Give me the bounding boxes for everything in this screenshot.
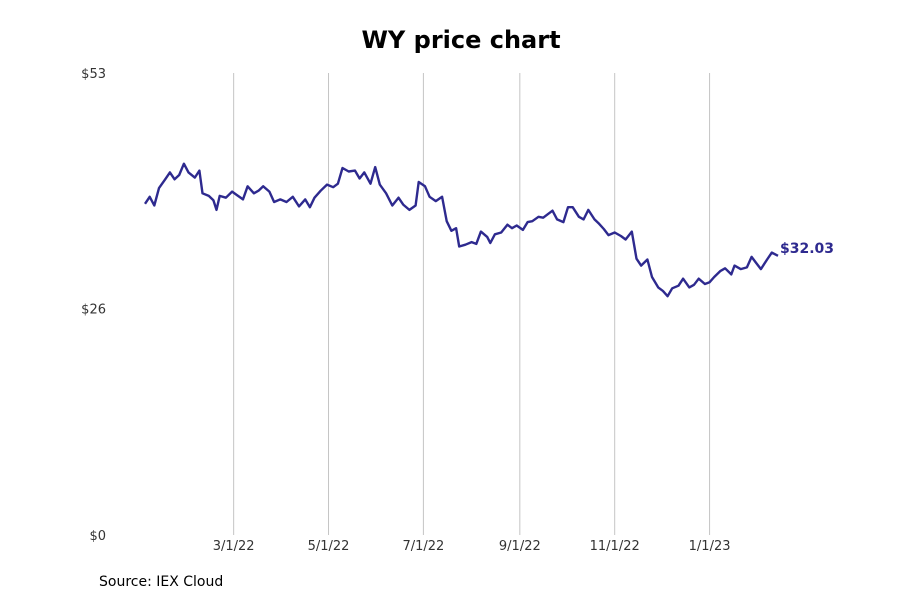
y-tick-label: $0 <box>89 529 106 544</box>
x-tick-label: 9/1/22 <box>499 539 541 554</box>
y-tick-label: $26 <box>81 302 106 317</box>
price-line <box>144 162 779 298</box>
last-price-label: $32.03 <box>780 241 834 257</box>
series-layer <box>144 162 779 298</box>
source-note: Source: IEX Cloud <box>99 574 224 590</box>
y-tick-label: $53 <box>81 67 106 82</box>
gridlines <box>233 73 711 535</box>
x-tick-label: 1/1/23 <box>689 539 731 554</box>
x-tick-label: 7/1/22 <box>402 539 444 554</box>
x-tick-label: 3/1/22 <box>213 539 255 554</box>
axis-ticks: 3/1/22 5/1/22 7/1/22 9/1/22 11/1/22 1/1/23 $0 $… <box>81 67 730 554</box>
x-tick-label: 11/1/22 <box>590 539 640 554</box>
x-tick-label: 5/1/22 <box>308 539 350 554</box>
chart-title: WY price chart <box>361 26 561 54</box>
